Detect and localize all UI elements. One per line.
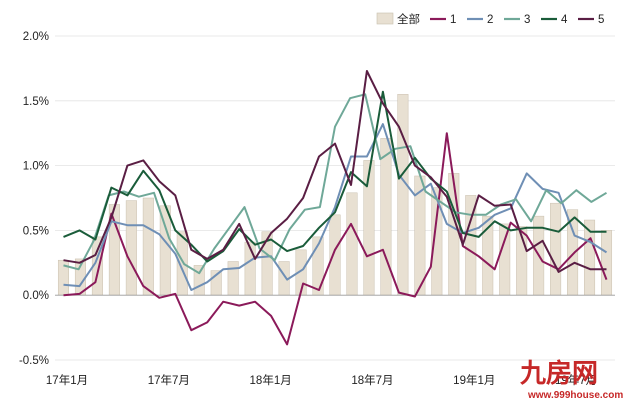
y-tick-label: 2.0% [23,31,49,43]
bar-23 [448,173,460,296]
y-tick-label: 0.5% [23,225,49,237]
series-line-2 [63,123,608,291]
x-axis-ticks: 17年1月 17年7月 18年1月 18年7月 19年1月 19年7月 [46,373,597,387]
watermark: 九房网 www.999house.com [519,359,623,401]
bar-26 [499,223,511,296]
legend-swatch-all [376,12,394,25]
series-line-3 [63,93,608,275]
x-tick-label: 19年7月 [555,373,597,387]
watermark-logo: 九房网 [519,359,598,389]
bar-4 [125,200,137,296]
y-tick-label: -0.5% [19,355,49,367]
y-tick-label: 0.0% [23,290,49,302]
legend-label: 全部 [397,12,420,26]
grid-lines [55,35,615,361]
bar-16 [329,214,341,296]
x-tick-label: 19年1月 [453,373,495,387]
legend-label: 5 [598,14,604,26]
y-axis-ticks: 2.0% 1.5% 1.0% 0.5% 0.0% -0.5% [19,31,49,367]
bar-17 [346,192,358,296]
series-line-1 [63,132,608,346]
bar-6 [159,205,171,296]
series-line-5 [63,70,607,273]
legend-label: 4 [561,14,568,26]
watermark-url: www.999house.com [527,390,623,401]
bar-10 [227,261,239,296]
bar-32 [601,230,613,296]
legend: 全部 1 2 3 4 5 [376,12,604,26]
bar-series [57,94,613,296]
x-tick-label: 18年7月 [351,373,393,387]
legend-label: 2 [487,14,493,26]
bar-19 [380,138,392,296]
x-tick-label: 17年1月 [46,373,88,387]
x-tick-label: 18年1月 [250,373,292,387]
legend-label: 1 [450,14,456,26]
line-series [63,70,608,346]
series-line-4 [63,90,607,263]
x-tick-label: 17年7月 [148,373,190,387]
y-tick-label: 1.5% [23,96,49,108]
bar-18 [363,160,375,296]
bar-29 [550,202,562,296]
bar-20 [397,94,409,296]
y-tick-label: 1.0% [23,161,49,173]
bar-5 [142,197,154,296]
legend-label: 3 [524,14,530,26]
